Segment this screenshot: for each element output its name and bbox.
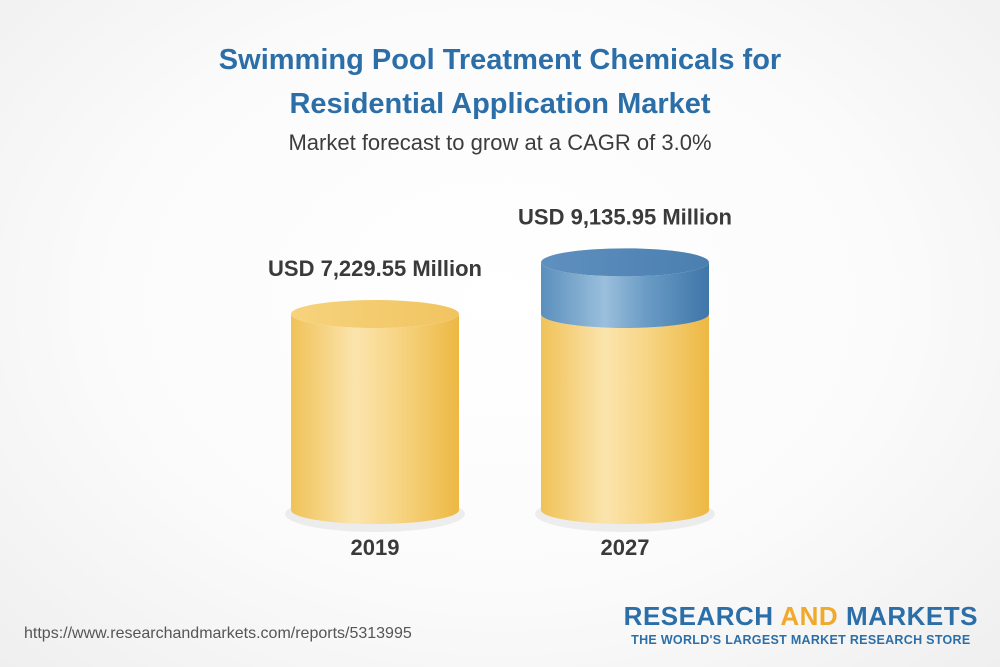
cylinder-chart: USD 7,229.55 Million 2019 USD 9,135.95 Mil… — [268, 204, 732, 560]
bar-2027-base — [541, 314, 709, 524]
brand-logo: RESEARCH AND MARKETS THE WORLD'S LARGEST… — [624, 602, 978, 647]
bar-2027-top — [541, 248, 709, 277]
bar-2019-top — [291, 300, 459, 328]
brand-wordmark: RESEARCH AND MARKETS — [624, 602, 978, 630]
chart-title-line-1: Swimming Pool Treatment Chemicals for — [218, 44, 782, 76]
source-url[interactable]: https://www.researchandmarkets.com/repor… — [24, 625, 412, 642]
chart-title-line-2: Residential Application Market — [289, 88, 711, 120]
value-label-2019: USD 7,229.55 Million — [268, 256, 482, 281]
brand-word-and: AND — [780, 601, 839, 631]
chart-subtitle: Market forecast to grow at a CAGR of 3.0… — [288, 130, 712, 155]
brand-word-research: RESEARCH — [623, 601, 774, 631]
bar-2027-growth — [541, 262, 709, 328]
category-label-2027: 2027 — [601, 535, 650, 560]
chart-title: Swimming Pool Treatment Chemicals for Re… — [0, 38, 1000, 126]
category-label-2019: 2019 — [351, 535, 400, 560]
brand-word-markets: MARKETS — [845, 601, 978, 631]
value-label-2027: USD 9,135.95 Million — [518, 204, 732, 229]
brand-tagline: THE WORLD'S LARGEST MARKET RESEARCH STOR… — [631, 633, 971, 647]
bar-2019-base — [291, 314, 459, 524]
